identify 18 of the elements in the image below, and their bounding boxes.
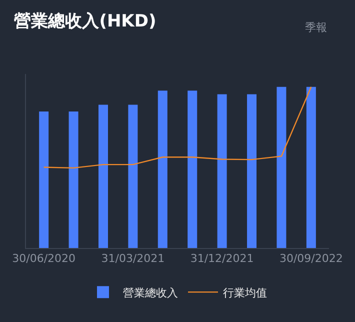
bar bbox=[276, 86, 286, 248]
bar bbox=[98, 104, 108, 248]
x-tick-label: 31/03/2021 bbox=[101, 252, 165, 266]
bar bbox=[306, 86, 316, 248]
x-tick-label: 30/06/2020 bbox=[12, 252, 76, 266]
chart-title: 營業總收入(HKD) bbox=[14, 11, 156, 32]
legend-label: 行業均值 bbox=[223, 286, 267, 300]
bar bbox=[39, 112, 49, 248]
x-tick-label: 30/09/2022 bbox=[279, 252, 343, 266]
bar bbox=[217, 94, 227, 248]
bar bbox=[68, 112, 78, 248]
bar bbox=[247, 94, 257, 248]
bar bbox=[188, 90, 198, 248]
text: 季報 bbox=[305, 21, 327, 34]
bar bbox=[128, 104, 138, 248]
bar bbox=[158, 90, 168, 248]
legend-label: 營業總收入 bbox=[123, 286, 178, 300]
x-tick-label: 31/12/2021 bbox=[190, 252, 254, 266]
